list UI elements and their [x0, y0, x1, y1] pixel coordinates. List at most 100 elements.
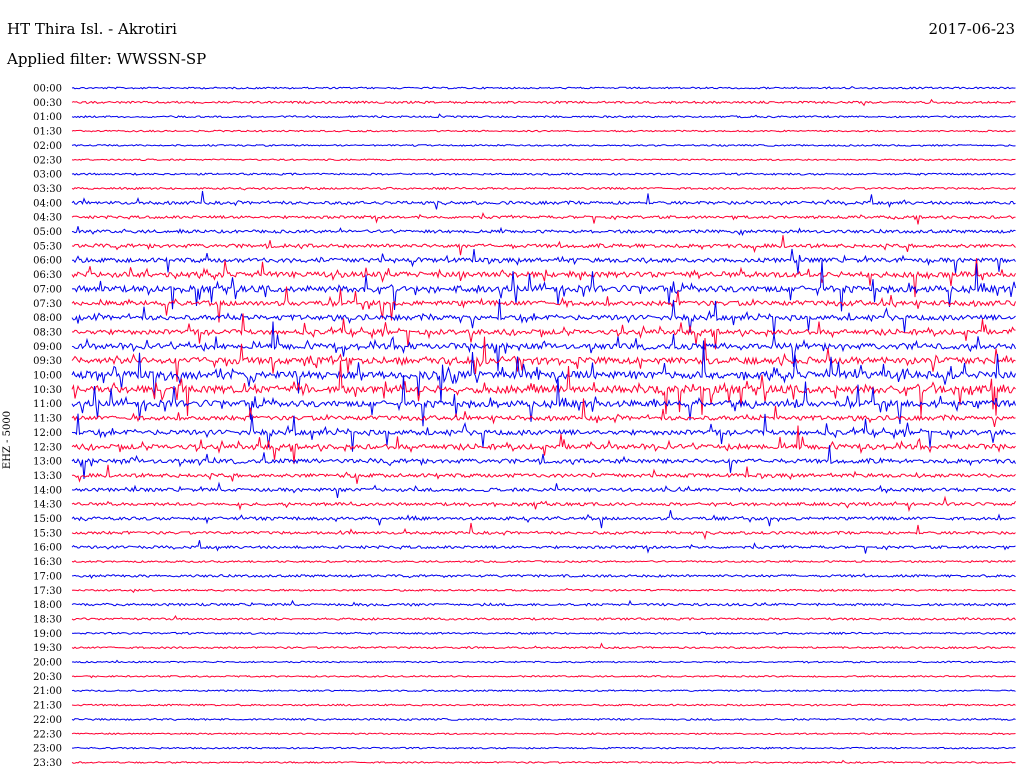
trace-line [71, 674, 1016, 679]
time-tick-label: 03:00 [33, 170, 62, 181]
trace-line [71, 413, 1016, 452]
time-tick-label: 00:00 [33, 84, 62, 95]
time-tick-label: 13:00 [33, 457, 62, 468]
time-tick-label: 16:30 [33, 557, 62, 568]
time-tick-label: 23:00 [33, 744, 62, 755]
trace-line [71, 113, 1016, 119]
time-tick-label: 14:00 [33, 485, 62, 496]
time-tick-label: 23:30 [33, 758, 62, 769]
trace-line [71, 510, 1016, 529]
trace-line [71, 258, 1016, 298]
station-title: HT Thira Isl. - Akrotiri [7, 20, 177, 38]
time-tick-label: 09:00 [33, 342, 62, 353]
y-axis-label: EHZ - 5000 [2, 410, 13, 470]
time-tick-label: 06:00 [33, 256, 62, 267]
trace-line [71, 522, 1016, 541]
trace-line [71, 248, 1016, 274]
time-tick-label: 04:30 [33, 213, 62, 224]
time-tick-label: 21:30 [33, 701, 62, 712]
trace-line [71, 732, 1016, 736]
trace-line [71, 573, 1016, 580]
trace-line [71, 186, 1016, 191]
trace-line [71, 559, 1016, 564]
trace-line [71, 717, 1016, 721]
time-tick-label: 09:30 [33, 356, 62, 367]
trace-line [71, 313, 1016, 350]
trace-line [71, 398, 1016, 428]
time-tick-label: 00:30 [33, 98, 62, 109]
time-tick-label: 12:00 [33, 428, 62, 439]
time-tick-label: 14:30 [33, 500, 62, 511]
time-tick-label: 12:30 [33, 442, 62, 453]
time-tick-label: 17:00 [33, 571, 62, 582]
trace-line [71, 689, 1016, 693]
trace-line [71, 172, 1016, 176]
time-tick-label: 22:00 [33, 715, 62, 726]
trace-line [71, 464, 1016, 484]
trace-line [71, 321, 1016, 372]
time-tick-label: 11:00 [33, 399, 62, 410]
trace-line [71, 336, 1016, 382]
time-tick-label: 15:30 [33, 528, 62, 539]
trace-line [71, 340, 1016, 403]
trace-line [71, 659, 1016, 664]
trace-line [71, 360, 1016, 417]
trace-line [71, 599, 1016, 607]
time-tick-label: 02:30 [33, 155, 62, 166]
trace-line [71, 588, 1016, 594]
time-tick-label: 19:00 [33, 629, 62, 640]
date-label: 2017-06-23 [928, 20, 1015, 38]
time-tick-label: 18:00 [33, 600, 62, 611]
trace-line [71, 481, 1016, 498]
trace-line [71, 614, 1016, 621]
time-tick-label: 04:00 [33, 198, 62, 209]
time-tick-label: 17:30 [33, 586, 62, 597]
trace-line [71, 86, 1016, 90]
trace-line [71, 540, 1016, 554]
trace-line [71, 226, 1016, 237]
time-tick-label: 16:00 [33, 543, 62, 554]
trace-line [71, 190, 1016, 210]
trace-line [71, 143, 1016, 147]
trace-line [71, 445, 1016, 479]
time-tick-label: 20:00 [33, 658, 62, 669]
time-tick-label: 10:00 [33, 371, 62, 382]
time-tick-label: 05:30 [33, 241, 62, 252]
time-tick-label: 02:00 [33, 141, 62, 152]
trace-line [71, 425, 1016, 465]
trace-line [71, 211, 1016, 225]
trace-line [71, 129, 1016, 133]
time-tick-label: 21:00 [33, 686, 62, 697]
trace-line [71, 703, 1016, 707]
trace-line [71, 286, 1016, 323]
trace-line [71, 495, 1016, 513]
trace-line [71, 631, 1016, 635]
trace-line [72, 746, 1016, 750]
time-tick-label: 07:00 [33, 284, 62, 295]
time-tick-label: 22:30 [33, 729, 62, 740]
time-tick-label: 20:30 [33, 672, 62, 683]
time-tick-label: 06:30 [33, 270, 62, 281]
trace-line [71, 642, 1016, 650]
trace-line [71, 260, 1016, 312]
trace-line [71, 759, 1016, 764]
trace-line [71, 158, 1016, 162]
time-tick-label: 15:00 [33, 514, 62, 525]
time-tick-label: 01:30 [33, 127, 62, 138]
trace-line [71, 375, 1016, 427]
time-tick-label: 03:30 [33, 184, 62, 195]
time-tick-label: 13:30 [33, 471, 62, 482]
trace-line [71, 98, 1016, 107]
time-tick-label: 10:30 [33, 385, 62, 396]
time-tick-label: 08:30 [33, 327, 62, 338]
time-tick-label: 19:30 [33, 643, 62, 654]
time-tick-label: 05:00 [33, 227, 62, 238]
trace-line [71, 298, 1016, 337]
trace-line [71, 235, 1016, 256]
time-tick-label: 08:00 [33, 313, 62, 324]
time-tick-label: 18:30 [33, 614, 62, 625]
time-tick-label: 01:00 [33, 112, 62, 123]
filter-label: Applied filter: WWSSN-SP [7, 50, 207, 68]
time-tick-label: 07:30 [33, 299, 62, 310]
